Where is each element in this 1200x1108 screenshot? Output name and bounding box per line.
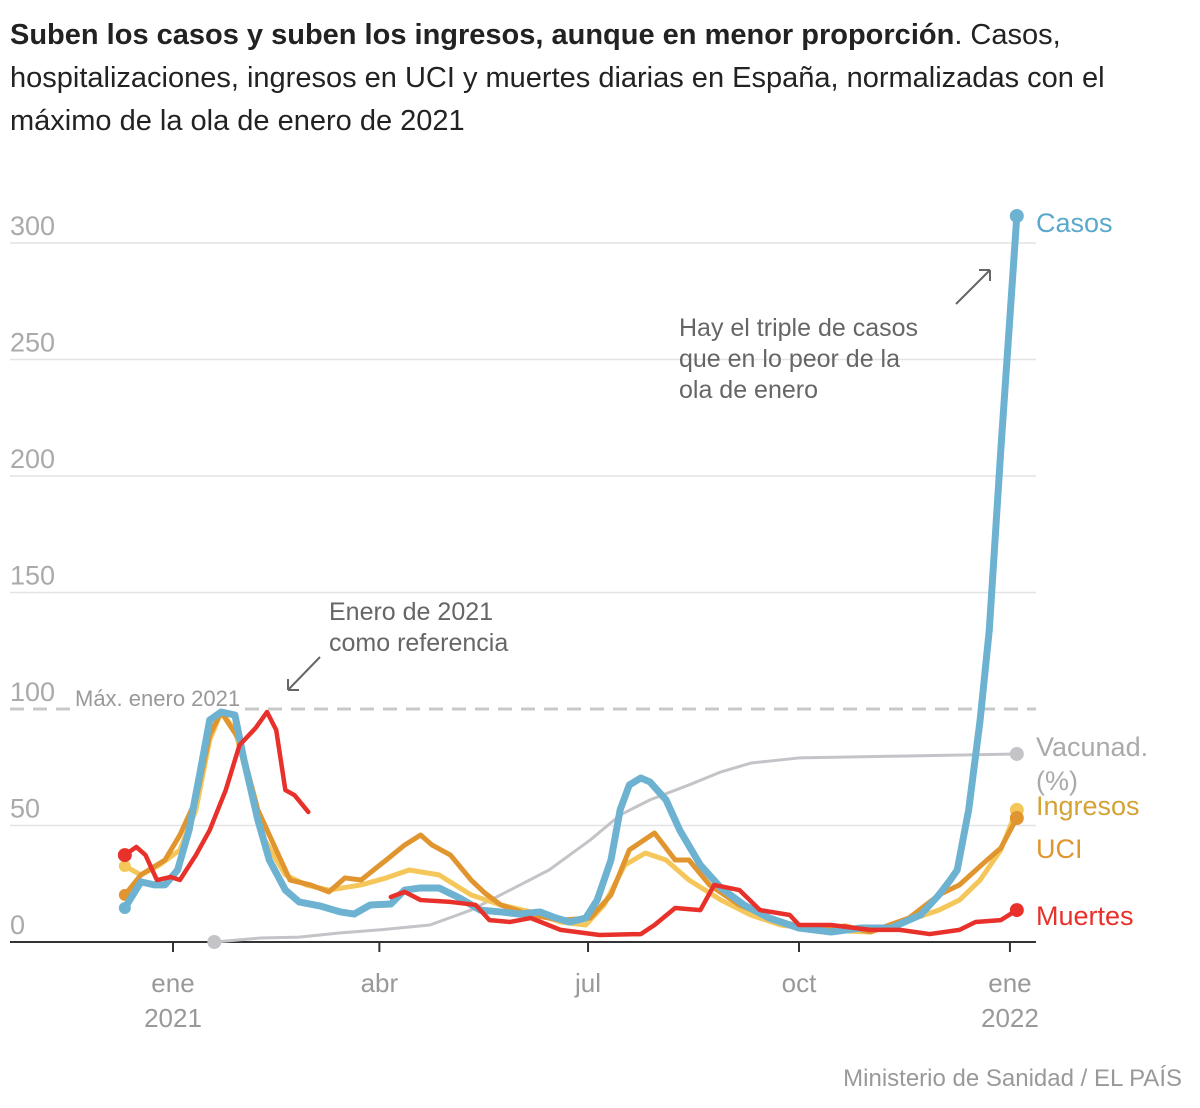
x-tick-sublabel: 2022 xyxy=(981,1003,1039,1033)
annotation-text: que en lo peor de la xyxy=(679,345,900,373)
series-start-dot xyxy=(117,848,132,863)
series-label: UCI xyxy=(1036,834,1083,864)
series-label: Ingresos xyxy=(1036,791,1140,821)
y-tick-label: 100 xyxy=(10,677,55,707)
title-rest: . Casos, hospitalizaciones, ingresos en … xyxy=(10,19,1105,137)
x-tick-label: abr xyxy=(361,968,399,998)
annotation-text: Enero de 2021 xyxy=(329,598,493,626)
series-label: Muertes xyxy=(1036,901,1134,931)
y-tick-label: 0 xyxy=(10,910,25,940)
reference-label: Máx. enero 2021 xyxy=(75,686,240,711)
annotation-text: Hay el triple de casos xyxy=(679,314,918,342)
title-bold: Suben los casos y suben los ingresos, au… xyxy=(10,19,955,51)
y-tick-label: 300 xyxy=(10,211,55,241)
y-tick-label: 200 xyxy=(10,444,55,474)
series-end-dot xyxy=(1009,811,1024,826)
x-tick-label: jul xyxy=(574,968,601,998)
annotation-text: ola de enero xyxy=(679,376,818,404)
arrow-icon xyxy=(287,656,321,691)
series-end-dot xyxy=(1009,903,1024,918)
series-label: Casos xyxy=(1036,208,1113,238)
series-end-dot xyxy=(1009,208,1024,223)
series-label: (%) xyxy=(1036,766,1078,796)
x-tick-label: oct xyxy=(782,968,817,998)
x-tick-label: ene xyxy=(151,968,194,998)
source: Ministerio de Sanidad / EL PAÍS xyxy=(843,1065,1182,1092)
series-end-dot xyxy=(1009,746,1024,761)
series-start-dot xyxy=(207,935,222,949)
chart-title: Suben los casos y suben los ingresos, au… xyxy=(10,14,1190,143)
series-start-dot xyxy=(118,860,131,873)
x-tick-label: ene xyxy=(988,968,1031,998)
series-line-muertes xyxy=(122,709,311,883)
annotation-text: como referencia xyxy=(329,629,508,657)
series-line-casos xyxy=(121,212,1021,936)
y-tick-label: 250 xyxy=(10,328,55,358)
series-line-vacunad. xyxy=(212,752,1019,944)
y-tick-label: 150 xyxy=(10,561,55,591)
x-tick-sublabel: 2021 xyxy=(144,1003,202,1033)
y-tick-label: 50 xyxy=(10,794,40,824)
series-line-muertes xyxy=(388,882,1020,938)
series-start-dot xyxy=(118,901,131,914)
series-label: Vacunad. xyxy=(1036,732,1148,762)
arrow-icon xyxy=(955,269,991,305)
